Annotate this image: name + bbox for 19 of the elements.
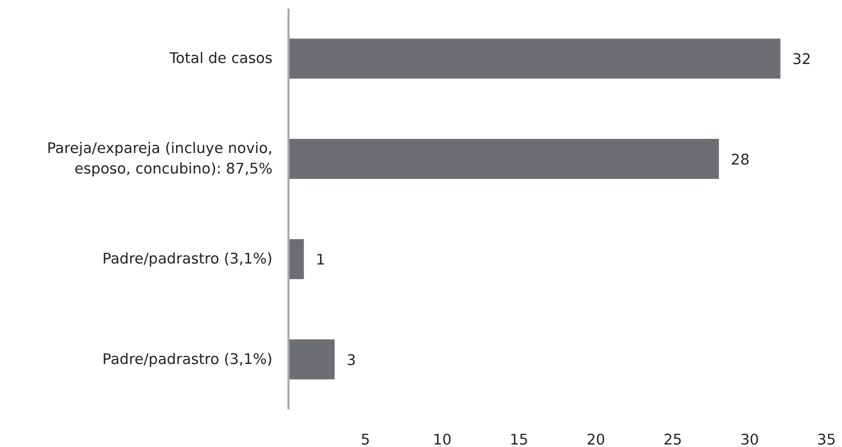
x-tick-label: 25 — [663, 432, 682, 447]
x-tick-label: 5 — [360, 432, 370, 447]
y-tick-label: Total de casos — [168, 50, 273, 68]
bar — [288, 339, 335, 380]
data-label: 3 — [346, 352, 356, 369]
bar — [288, 239, 304, 280]
data-label: 1 — [316, 252, 326, 269]
y-tick-label: Padre/padrastro (3,1%) — [102, 250, 273, 268]
y-tick-label: Pareja/expareja (incluye novio, esposo, concubino): 87,5% — [47, 140, 273, 178]
x-tick-label: 15 — [510, 432, 528, 447]
data-label: 28 — [730, 151, 750, 168]
y-tick-label: Padre/padrastro (3,1%) — [102, 350, 273, 368]
data-label: 32 — [792, 51, 812, 68]
bar — [288, 38, 780, 79]
bar — [288, 138, 719, 179]
x-tick-label: 30 — [740, 432, 759, 447]
x-tick-label: 10 — [432, 432, 452, 447]
x-tick-label: 20 — [586, 432, 606, 447]
x-tick-label: 35 — [817, 432, 836, 447]
